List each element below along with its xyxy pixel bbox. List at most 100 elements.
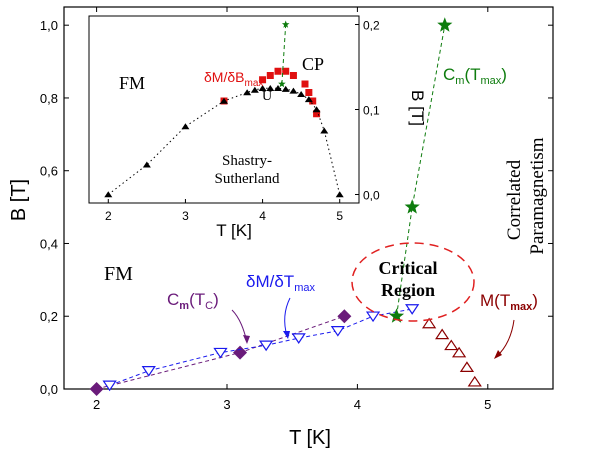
data-point xyxy=(451,346,467,358)
data-point xyxy=(243,89,252,96)
main-series xyxy=(89,17,482,396)
data-point xyxy=(459,361,475,372)
data-point xyxy=(405,304,420,315)
data-point xyxy=(335,191,344,198)
inset-plot-frame xyxy=(88,15,360,204)
data-point xyxy=(89,382,104,396)
main-fm-label: FM xyxy=(104,263,133,285)
data-point xyxy=(388,308,405,323)
inset-cp-label: CP xyxy=(302,54,324,74)
x-tick-label: 2 xyxy=(105,209,112,223)
series--m-bmax xyxy=(220,67,321,118)
sutherland-label: Sutherland xyxy=(215,171,280,187)
critical-region-ellipse xyxy=(351,242,475,322)
m-tmax-label: M(Tmax) xyxy=(480,291,538,313)
data-point xyxy=(250,86,259,93)
x-tick-label: 5 xyxy=(484,397,491,412)
inset-axis-ticks: 2 3 4 5 0,0 0,1 0,2 xyxy=(105,19,380,224)
critical-region-label-line1: Critical xyxy=(379,258,438,278)
data-point xyxy=(289,72,297,79)
y-tick-label: 0,6 xyxy=(40,164,58,179)
main-y-axis-label: B [T] xyxy=(8,179,30,221)
main-plot-frame xyxy=(63,6,554,390)
y-tick-label: 0,8 xyxy=(40,91,58,106)
shastry-label: Shastry- xyxy=(222,153,272,169)
x-tick-label: 5 xyxy=(336,209,343,223)
data-point xyxy=(266,72,274,79)
data-point xyxy=(330,325,345,337)
data-point xyxy=(435,328,450,340)
data-point xyxy=(141,366,156,377)
data-point xyxy=(437,17,453,32)
cm-tc-arrowhead xyxy=(243,335,250,344)
y-tick-label: 0,2 xyxy=(40,309,58,324)
y-tick-label: 0,4 xyxy=(40,236,58,251)
inset-plot: 2 3 4 5 0,0 0,1 0,2 T [K] B [T] FM CP δM/δBmax… xyxy=(88,15,427,240)
data-point xyxy=(259,76,267,84)
y-tick-label: 0,1 xyxy=(363,104,380,118)
inset-fm-label: FM xyxy=(119,73,145,93)
data-point xyxy=(337,309,352,324)
series-line xyxy=(396,25,446,317)
data-point xyxy=(421,317,437,329)
data-point xyxy=(289,87,298,94)
series-line xyxy=(107,87,341,195)
data-point xyxy=(282,67,290,75)
data-point xyxy=(365,311,381,323)
m-tmax-arrowhead xyxy=(494,350,502,359)
x-tick-label: 3 xyxy=(182,209,189,223)
data-point xyxy=(304,96,313,103)
dm-dt-max-label: δM/δTmax xyxy=(246,272,315,294)
data-point xyxy=(102,380,117,392)
data-point xyxy=(104,191,113,198)
y-tick-label: 0,0 xyxy=(363,189,380,203)
data-point xyxy=(181,123,190,130)
y-tick-label: 0,2 xyxy=(363,19,380,33)
data-point xyxy=(301,80,309,88)
x-tick-label: 3 xyxy=(223,397,230,412)
data-point xyxy=(281,20,290,28)
data-point xyxy=(266,85,275,92)
data-point xyxy=(297,91,306,97)
cm-tmax-label: Cm(Tmax) xyxy=(443,65,507,87)
series-m-tmax- xyxy=(421,317,482,387)
main-axis-ticks: 2 3 4 5 0,0 0,2 0,4 0,6 0,8 1,0 xyxy=(40,7,553,412)
m-tmax-arrow xyxy=(496,319,515,357)
series-cm-tc- xyxy=(89,309,352,396)
series-shastry-sutherland-boundary xyxy=(104,85,344,198)
series-cm-tmax- xyxy=(278,20,290,88)
correlated-label: Correlated xyxy=(504,159,525,240)
dm-dt-max-arrow xyxy=(284,297,291,337)
data-point xyxy=(258,85,267,92)
cm-tc-label: Cm(TC) xyxy=(167,290,219,312)
data-point xyxy=(213,347,228,359)
data-point xyxy=(313,110,321,118)
main-x-axis-label: T [K] xyxy=(289,427,331,449)
data-point xyxy=(274,85,282,92)
x-tick-label: 4 xyxy=(354,397,361,412)
data-point xyxy=(278,80,286,88)
data-point xyxy=(258,340,274,352)
data-point xyxy=(309,97,317,105)
x-tick-label: 4 xyxy=(259,209,266,223)
data-point xyxy=(220,97,228,104)
dm-dt-max-arrowhead xyxy=(283,331,290,339)
series-line xyxy=(281,24,287,85)
data-point xyxy=(404,199,420,214)
series--m-tmax xyxy=(102,304,420,392)
data-point xyxy=(281,85,290,92)
y-tick-label: 0,0 xyxy=(40,382,58,397)
dm-db-max-label: δM/δBmax xyxy=(204,69,263,89)
inset-x-axis-label: T [K] xyxy=(216,221,252,240)
data-point xyxy=(142,161,151,168)
x-tick-label: 2 xyxy=(93,397,100,412)
series-cm-tmax- xyxy=(388,17,453,323)
data-point xyxy=(444,339,459,351)
inset-u-label: U xyxy=(262,89,272,104)
data-point xyxy=(274,67,282,75)
data-point xyxy=(320,127,329,134)
y-tick-label: 1,0 xyxy=(40,18,58,33)
data-point xyxy=(291,333,306,344)
critical-region-label-line2: Region xyxy=(381,280,435,300)
